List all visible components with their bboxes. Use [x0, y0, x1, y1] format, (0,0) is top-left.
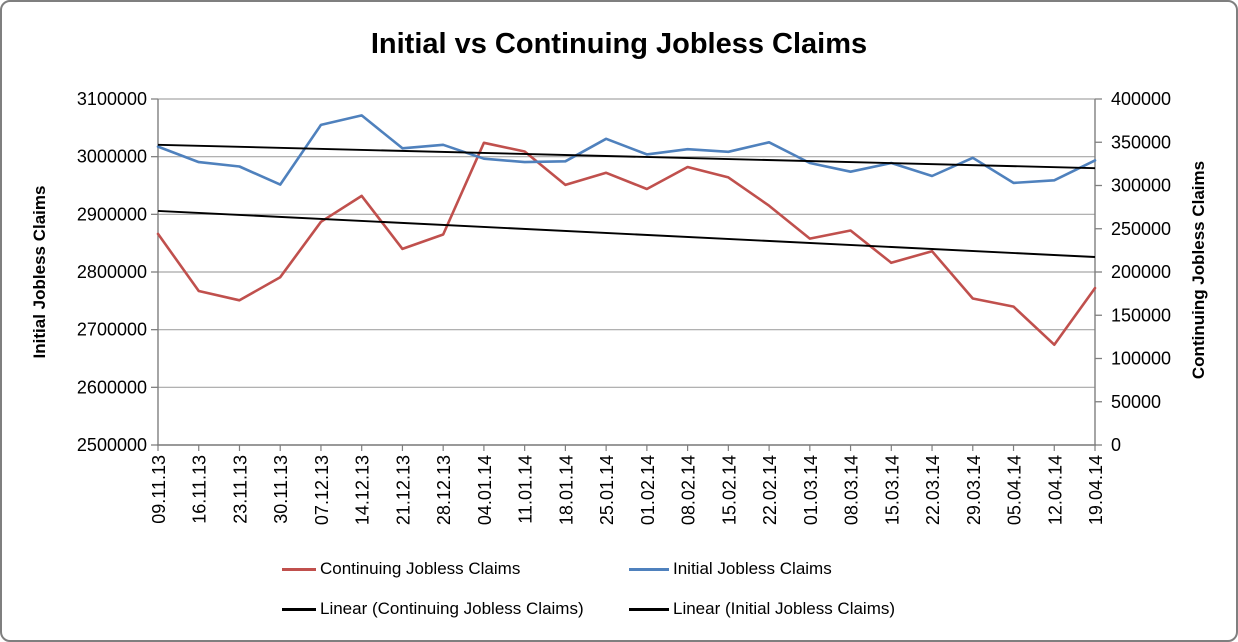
right-axis-tick-label: 150000	[1111, 305, 1171, 325]
continuing-series-swatch	[282, 567, 316, 571]
linear-initial-swatch	[629, 607, 669, 611]
legend-item-linear-initial: Linear (Initial Jobless Claims)	[629, 599, 895, 619]
x-axis-tick-label: 15.03.14	[882, 455, 902, 525]
legend-label: Initial Jobless Claims	[673, 559, 832, 578]
series-line-initial	[156, 114, 1097, 186]
legend-label: Continuing Jobless Claims	[320, 559, 521, 578]
x-axis-tick-label: 19.04.14	[1086, 455, 1106, 525]
left-axis-tick-label: 2800000	[77, 262, 147, 282]
legend-item-initial: Initial Jobless Claims	[629, 559, 832, 579]
x-axis-tick-label: 08.02.14	[679, 455, 699, 525]
right-axis-tick-label: 350000	[1111, 132, 1171, 152]
chart-title: Initial vs Continuing Jobless Claims	[370, 28, 868, 60]
x-axis-tick-label: 30.11.13	[271, 455, 291, 524]
x-axis-tick-label: 21.12.13	[393, 455, 413, 525]
left-axis-tick-label: 3100000	[77, 89, 147, 109]
x-axis-tick-label: 23.11.13	[230, 455, 250, 524]
left-axis-tick-label: 3000000	[77, 147, 147, 167]
trendline-continuing	[157, 209, 1096, 258]
left-axis-tick-label: 2600000	[77, 377, 147, 397]
x-axis-tick-label: 29.03.14	[964, 455, 984, 525]
x-axis-tick-label: 22.03.14	[923, 455, 943, 525]
linear-continuing-swatch	[282, 607, 316, 611]
right-axis-tick-label: 300000	[1111, 176, 1171, 196]
x-axis-tick-label: 07.12.13	[312, 455, 332, 525]
left-axis-title: Initial Jobless Claims	[30, 185, 49, 359]
x-axis-tick-label: 09.11.13	[149, 455, 169, 524]
x-axis-tick-label: 01.03.14	[801, 455, 821, 525]
x-axis-tick-label: 05.04.14	[1005, 455, 1025, 525]
x-axis-tick-label: 28.12.13	[434, 455, 454, 525]
x-axis-tick-label: 01.02.14	[638, 455, 658, 525]
right-axis-tick-label: 200000	[1111, 262, 1171, 282]
trendline-initial	[157, 143, 1096, 170]
legend-label: Linear (Continuing Jobless Claims)	[320, 599, 584, 618]
legend-item-linear-continuing: Linear (Continuing Jobless Claims)	[282, 599, 584, 619]
right-axis-tick-label: 0	[1111, 435, 1121, 455]
x-axis-tick-label: 15.02.14	[719, 455, 739, 525]
left-axis-tick-label: 2700000	[77, 320, 147, 340]
x-axis-tick-label: 16.11.13	[190, 455, 210, 524]
series-line-continuing	[156, 141, 1097, 347]
x-axis-tick-label: 18.01.14	[556, 455, 576, 525]
x-axis-tick-label: 14.12.13	[353, 455, 373, 525]
right-axis-tick-label: 100000	[1111, 349, 1171, 369]
x-axis-tick-label: 11.01.14	[516, 455, 536, 524]
legend-item-continuing: Continuing Jobless Claims	[282, 559, 520, 579]
x-axis-tick-label: 08.03.14	[842, 455, 862, 525]
right-axis-tick-label: 250000	[1111, 219, 1171, 239]
right-axis-title: Continuing Jobless Claims	[1189, 160, 1208, 380]
x-axis-tick-label: 25.01.14	[597, 455, 617, 525]
x-axis-tick-label: 04.01.14	[475, 455, 495, 525]
x-axis-tick-label: 12.04.14	[1045, 455, 1065, 525]
right-axis-tick-label: 400000	[1111, 89, 1171, 109]
x-axis-tick-label: 22.02.14	[760, 455, 780, 525]
initial-series-swatch	[629, 567, 669, 571]
right-axis-tick-label: 50000	[1111, 392, 1161, 412]
legend-label: Linear (Initial Jobless Claims)	[673, 599, 896, 618]
left-axis-tick-label: 2900000	[77, 204, 147, 224]
left-axis-tick-label: 2500000	[77, 435, 147, 455]
